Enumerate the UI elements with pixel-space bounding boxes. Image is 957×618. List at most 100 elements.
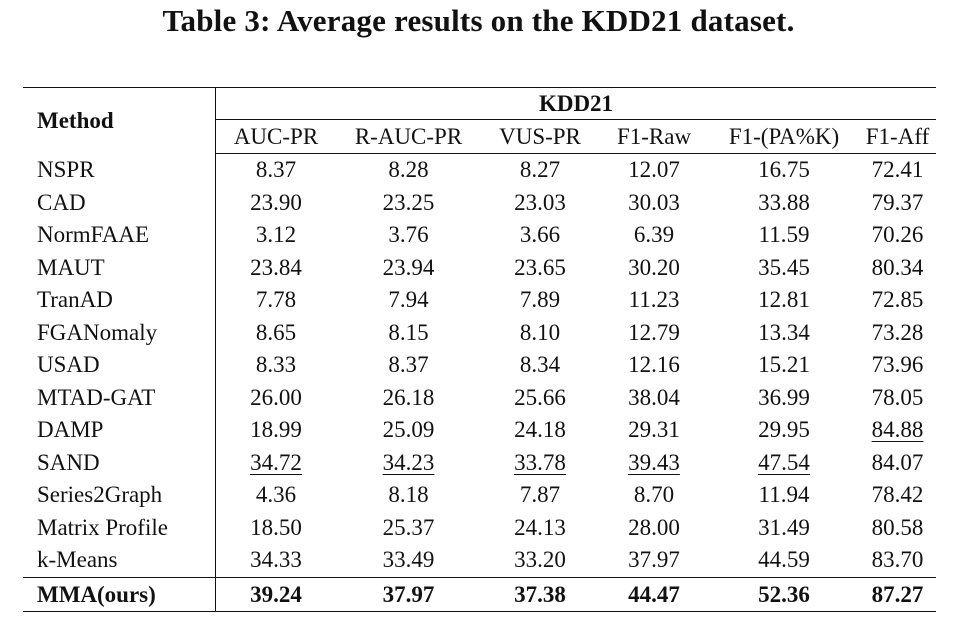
metric-value: 16.75 bbox=[709, 154, 859, 187]
metric-value: 37.38 bbox=[481, 576, 599, 612]
table-row: NormFAAE 3.12 3.76 3.66 6.39 11.59 70.26 bbox=[23, 219, 936, 252]
table-row: DAMP 18.99 25.09 24.18 29.31 29.95 84.88 bbox=[23, 414, 936, 447]
metric-value-text: 84.88 bbox=[871, 417, 924, 442]
method-name: MAUT bbox=[23, 251, 216, 284]
metric-value-text: 8.65 bbox=[255, 319, 297, 345]
metric-value-text: 44.47 bbox=[628, 581, 680, 607]
metric-value: 72.41 bbox=[859, 154, 936, 187]
metric-value-text: 18.99 bbox=[250, 417, 302, 442]
method-name: FGANomaly bbox=[23, 316, 216, 349]
metric-value-text: 23.84 bbox=[250, 254, 302, 280]
metric-value-text: 78.05 bbox=[871, 384, 924, 410]
metric-value-text: 35.45 bbox=[758, 254, 810, 280]
metric-value-text: 15.21 bbox=[758, 352, 810, 377]
metric-value: 30.20 bbox=[599, 252, 709, 285]
metric-value-text: 23.65 bbox=[514, 254, 566, 280]
dataset-group-header: KDD21 bbox=[215, 87, 936, 120]
metric-value-text: 11.23 bbox=[628, 287, 680, 312]
metric-value-text: 24.13 bbox=[514, 514, 566, 540]
metric-value: 29.31 bbox=[599, 414, 709, 447]
metric-value: 7.94 bbox=[336, 284, 481, 317]
metric-value-text: 28.00 bbox=[628, 514, 680, 540]
metric-value-text: 7.94 bbox=[388, 287, 429, 312]
metric-value: 7.78 bbox=[216, 284, 337, 317]
metric-value-text: 18.50 bbox=[250, 514, 302, 540]
metric-value: 87.27 bbox=[859, 576, 936, 612]
metric-value-text: 70.26 bbox=[871, 222, 924, 247]
metric-value-text: 8.34 bbox=[519, 352, 561, 377]
method-name: USAD bbox=[23, 349, 216, 382]
metric-value-text: 23.90 bbox=[250, 189, 302, 215]
method-name: MTAD-GAT bbox=[23, 381, 216, 414]
metric-value-text: 33.78 bbox=[514, 449, 566, 475]
header-row-group: Method KDD21 bbox=[23, 87, 936, 154]
table-row: SAND 34.72 34.23 33.78 39.43 47.54 84.07 bbox=[23, 446, 936, 480]
metric-value: 18.99 bbox=[216, 414, 337, 447]
method-name: NormFAAE bbox=[23, 219, 216, 252]
metric-value-text: 80.34 bbox=[871, 254, 924, 280]
metric-value-text: 37.97 bbox=[382, 581, 435, 607]
metric-value: 78.42 bbox=[859, 479, 936, 512]
metric-value-text: 84.07 bbox=[871, 449, 924, 475]
metric-value: 23.25 bbox=[336, 187, 481, 220]
metric-value: 52.36 bbox=[709, 576, 859, 612]
metric-value: 11.23 bbox=[599, 284, 709, 317]
metric-value: 12.07 bbox=[599, 154, 709, 187]
metric-value: 26.00 bbox=[216, 382, 337, 415]
metric-value: 8.70 bbox=[599, 479, 709, 512]
table-row: USAD 8.33 8.37 8.34 12.16 15.21 73.96 bbox=[23, 349, 936, 382]
metric-value: 8.10 bbox=[481, 317, 599, 350]
metric-value: 35.45 bbox=[709, 252, 859, 285]
metric-value: 31.49 bbox=[709, 512, 859, 545]
method-name: TranAD bbox=[23, 284, 216, 317]
metric-value-text: 73.96 bbox=[871, 352, 924, 377]
metric-value-text: 8.37 bbox=[255, 157, 297, 182]
metric-value-text: 31.49 bbox=[758, 514, 810, 540]
header-row-metrics: AUC-PR R-AUC-PR VUS-PR F1-Raw F1-(PA%K) … bbox=[23, 119, 936, 154]
metric-value: 47.54 bbox=[709, 447, 859, 480]
table-row: NSPR 8.37 8.28 8.27 12.07 16.75 72.41 bbox=[23, 153, 936, 187]
method-name: DAMP bbox=[23, 414, 216, 447]
metric-value: 30.03 bbox=[599, 187, 709, 220]
metric-value-text: 33.20 bbox=[514, 547, 566, 572]
metric-value-text: 73.28 bbox=[871, 319, 924, 345]
metric-value-text: 26.00 bbox=[250, 384, 302, 410]
metric-value: 8.15 bbox=[336, 317, 481, 350]
method-name: Matrix Profile bbox=[23, 511, 216, 544]
metric-value: 33.20 bbox=[481, 544, 599, 577]
metric-value-text: 30.03 bbox=[628, 189, 680, 215]
metric-value-text: 44.59 bbox=[758, 547, 810, 572]
metric-value-text: 7.89 bbox=[519, 287, 561, 312]
metric-value: 73.96 bbox=[859, 349, 936, 382]
method-name: MMA(ours) bbox=[23, 576, 216, 612]
metric-value: 78.05 bbox=[859, 382, 936, 415]
metric-value-text: 34.72 bbox=[250, 449, 302, 475]
table-row: MTAD-GAT 26.00 26.18 25.66 38.04 36.99 78.05 bbox=[23, 381, 936, 415]
metric-value-text: 38.04 bbox=[628, 384, 680, 410]
metric-value: 8.27 bbox=[481, 154, 599, 187]
metric-value: 7.87 bbox=[481, 479, 599, 512]
metric-value: 73.28 bbox=[859, 317, 936, 350]
metric-value: 6.39 bbox=[599, 219, 709, 252]
metric-value-text: 36.99 bbox=[758, 384, 810, 410]
method-name: CAD bbox=[23, 186, 216, 219]
metric-value: 29.95 bbox=[709, 414, 859, 447]
metric-value: 24.18 bbox=[481, 414, 599, 447]
col-header-f1-pak: F1-(PA%K) bbox=[709, 119, 859, 154]
method-name: NSPR bbox=[23, 153, 216, 187]
metric-value: 12.79 bbox=[599, 317, 709, 350]
metric-value: 4.36 bbox=[216, 479, 337, 512]
metric-value: 8.34 bbox=[481, 349, 599, 382]
metric-value-text: 12.07 bbox=[628, 157, 680, 182]
metric-value-text: 37.97 bbox=[628, 547, 680, 572]
metric-value-text: 52.36 bbox=[758, 581, 810, 607]
metric-value: 25.37 bbox=[336, 512, 481, 545]
metric-value: 33.78 bbox=[481, 447, 599, 480]
col-header-f1-aff: F1-Aff bbox=[859, 119, 936, 154]
table-row: TranAD 7.78 7.94 7.89 11.23 12.81 72.85 bbox=[23, 284, 936, 317]
metric-value: 15.21 bbox=[709, 349, 859, 382]
metric-value-text: 23.94 bbox=[382, 254, 435, 280]
metric-value-text: 25.09 bbox=[382, 417, 435, 442]
metric-value-text: 30.20 bbox=[628, 254, 680, 280]
metric-value-text: 8.10 bbox=[519, 319, 561, 345]
